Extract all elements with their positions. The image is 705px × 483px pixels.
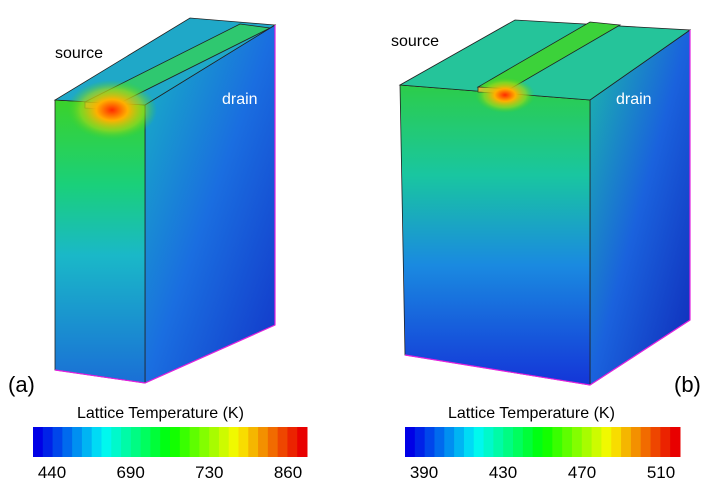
colorbar-step [297,427,307,457]
colorbar-step [562,427,572,457]
colorbar-step [131,427,141,457]
colorbar-step [62,427,72,457]
colorbar-step [454,427,464,457]
colorbar-step [641,427,651,457]
colorbar-step [474,427,484,457]
colorbar-step [631,427,641,457]
panel-label: (b) [674,372,701,397]
colorbar-step [503,427,513,457]
colorbar-tick-label: 730 [195,463,223,482]
colorbar-step [229,427,239,457]
colorbar-step [209,427,219,457]
colorbar-tick-label: 440 [38,463,66,482]
device-b [400,20,690,385]
colorbar-step [82,427,92,457]
colorbar-step [268,427,278,457]
colorbar-step [190,427,200,457]
colorbar-step [150,427,160,457]
colorbar-step [33,427,43,457]
colorbar-step [592,427,602,457]
colorbar-step [180,427,190,457]
colorbar-step [199,427,209,457]
colorbar-step [102,427,112,457]
colorbar-tick-label: 470 [568,463,596,482]
colorbar-tick-label: 690 [116,463,144,482]
colorbar-step [72,427,82,457]
colorbar-step [670,427,680,457]
colorbar-step [543,427,553,457]
colorbar-step [621,427,631,457]
figure: source drain (a) Lattice Temperature (K)… [0,0,705,483]
colorbar-step [444,427,454,457]
panel-label: (a) [8,372,35,397]
source-label: source [55,45,103,62]
colorbar-step [552,427,562,457]
device-a [55,18,275,383]
colorbar-step [523,427,533,457]
colorbar-step [513,427,523,457]
colorbar-step [170,427,180,457]
colorbar-step [92,427,102,457]
colorbar-step [434,427,444,457]
colorbar-step [121,427,131,457]
colorbar-tick-label: 430 [489,463,517,482]
colorbar-step [287,427,297,457]
colorbar-step [111,427,121,457]
colorbar-step [484,427,494,457]
colorbar-step [572,427,582,457]
colorbar-step [141,427,151,457]
colorbar-tick-label: 860 [274,463,302,482]
colorbar-step [651,427,661,457]
colorbar-title: Lattice Temperature (K) [77,405,244,422]
colorbar-step [239,427,249,457]
colorbar-step [425,427,435,457]
drain-label: drain [222,91,258,108]
colorbar-step [601,427,611,457]
colorbar-step [611,427,621,457]
colorbar-step [405,427,415,457]
colorbar-step [464,427,474,457]
colorbar-step [493,427,503,457]
colorbar-step [660,427,670,457]
colorbar-step [278,427,288,457]
colorbar-tick-label: 390 [410,463,438,482]
source-label: source [391,33,439,50]
colorbar-step [258,427,268,457]
colorbar-step [160,427,170,457]
colorbar-step [533,427,543,457]
colorbar-step [248,427,258,457]
colorbar-tick-label: 510 [647,463,675,482]
drain-label: drain [616,91,652,108]
colorbar-title: Lattice Temperature (K) [448,405,615,422]
colorbar-step [415,427,425,457]
colorbar-step [43,427,53,457]
colorbar-step [582,427,592,457]
colorbar-step [53,427,63,457]
colorbar-step [219,427,229,457]
